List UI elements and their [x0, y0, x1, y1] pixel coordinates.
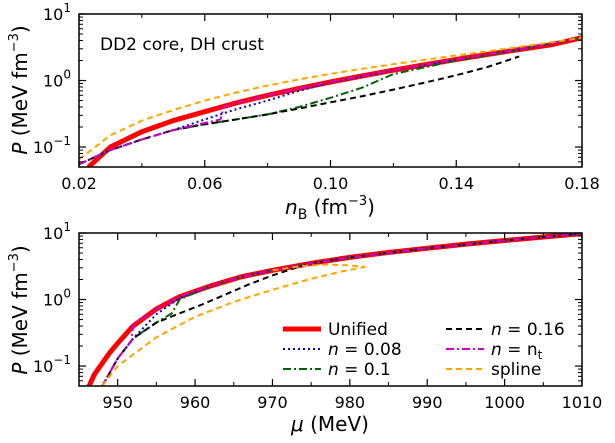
- top-series-n-0-16: [79, 55, 520, 166]
- legend-entry-n008: n = 0.08: [283, 340, 402, 360]
- top-panel: 0.02 0.06 0.10 0.14 0.18 10−1 100 101 DD2 core,…: [7, 1, 600, 223]
- top-y-axis-label: P (MeV fm−3): [7, 25, 32, 154]
- bottom-y-axis-label: P (MeV fm−3): [7, 245, 32, 374]
- top-xtick-label: 0.02: [61, 174, 97, 193]
- legend-label-nnt: n = nt: [491, 340, 543, 362]
- top-ytick-label: 101: [43, 1, 71, 24]
- legend-label-unified: Unified: [328, 320, 388, 340]
- bottom-series-group: [86, 233, 582, 386]
- legend-entry-nnt: n = nt: [446, 340, 543, 362]
- bottom-series-n-0-16: [101, 233, 582, 386]
- top-series-n-0-08: [79, 36, 582, 166]
- bottom-ytick-label: 100: [43, 287, 71, 310]
- bottom-ytick-label: 101: [43, 220, 71, 243]
- legend-label-spline: spline: [491, 360, 541, 380]
- top-series-n-0-1: [79, 36, 582, 166]
- bottom-series-n-n-t: [101, 233, 582, 386]
- bottom-xtick-label: 970: [257, 393, 288, 412]
- bottom-series-spline: [101, 265, 366, 386]
- bottom-xtick-label: 1010: [562, 393, 603, 412]
- bottom-xtick-label: 980: [335, 393, 366, 412]
- bottom-xtick-label: 950: [102, 393, 133, 412]
- bottom-ticks: 950 960 970 980 990 1000 1010 10−1 100 101: [33, 220, 602, 412]
- top-ticks: 0.02 0.06 0.10 0.14 0.18 10−1 100 101: [33, 1, 600, 193]
- top-series-n-n-t: [79, 36, 582, 166]
- legend-label-n008: n = 0.08: [328, 340, 402, 360]
- legend-entry-n016: n = 0.16: [446, 320, 565, 340]
- bottom-x-axis-label: μ (MeV): [290, 412, 369, 436]
- bottom-panel: 950 960 970 980 990 1000 1010 10−1 100 101 μ (MeV…: [7, 220, 602, 436]
- legend-entry-unified: Unified: [283, 320, 388, 340]
- bottom-xtick-label: 990: [412, 393, 443, 412]
- legend-label-n01: n = 0.1: [328, 360, 391, 380]
- top-xtick-label: 0.14: [438, 174, 474, 193]
- top-xtick-label: 0.18: [564, 174, 600, 193]
- bottom-series-n-0-08: [101, 233, 582, 386]
- top-ytick-label: 10−1: [33, 134, 71, 157]
- top-xtick-label: 0.06: [187, 174, 223, 193]
- top-series-group: [79, 35, 582, 167]
- legend-entry-spline: spline: [446, 360, 541, 380]
- legend-label-n016: n = 0.16: [491, 320, 565, 340]
- bottom-xtick-label: 1000: [484, 393, 525, 412]
- legend-entry-n01: n = 0.1: [283, 360, 391, 380]
- top-xtick-label: 0.10: [313, 174, 349, 193]
- top-x-axis-label: nB (fm−3): [285, 194, 375, 223]
- bottom-series-spline-branch: [272, 263, 366, 272]
- top-ytick-label: 100: [43, 68, 71, 91]
- bottom-ytick-label: 10−1: [33, 353, 71, 376]
- legend: Unified n = 0.16 n = 0.08 n = nt n = 0.1…: [283, 320, 565, 380]
- top-annotation: DD2 core, DH crust: [100, 35, 264, 55]
- bottom-xtick-label: 960: [180, 393, 211, 412]
